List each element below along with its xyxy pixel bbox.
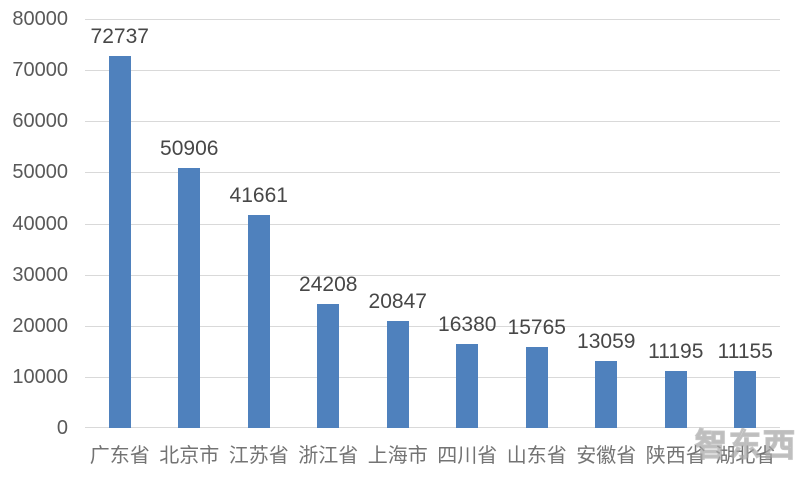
bar-广东省: [108, 56, 131, 428]
x-axis-category-label: 安徽省: [576, 445, 637, 467]
gridline: [85, 172, 780, 173]
x-axis-category-label: 江苏省: [228, 445, 289, 467]
gridline: [85, 70, 780, 71]
bar-value-label: 15765: [507, 316, 566, 339]
gridline: [85, 326, 780, 327]
x-axis-category-label: 广东省: [89, 445, 150, 467]
bar-value-label: 20847: [368, 290, 427, 313]
y-axis-tick-label: 80000: [12, 8, 68, 30]
y-axis-tick-label: 20000: [12, 314, 68, 337]
bar-column: 13059: [572, 19, 642, 428]
x-axis-category-label: 浙江省: [298, 445, 359, 467]
bar-column: 11155: [711, 19, 781, 428]
y-axis-tick-label: 60000: [12, 110, 68, 133]
bar-江苏省: [247, 215, 270, 428]
bar-浙江省: [317, 304, 340, 428]
bar-安徽省: [595, 361, 618, 428]
y-axis-tick-label: 0: [56, 417, 68, 439]
gridline: [85, 275, 780, 276]
bar-value-label: 24208: [299, 273, 358, 296]
bar-column: 20847: [363, 19, 433, 428]
gridline: [85, 19, 780, 20]
x-axis-category-label: 四川省: [437, 445, 498, 467]
bar-北京市: [178, 168, 201, 428]
bar-value-label: 11195: [648, 340, 704, 363]
bar-column: 11195: [641, 19, 711, 428]
bar-value-label: 50906: [160, 137, 219, 160]
gridline: [85, 427, 780, 428]
bar-column: 16380: [433, 19, 503, 428]
bar-column: 50906: [155, 19, 225, 428]
y-axis-tick-label: 70000: [12, 59, 68, 82]
bar-山东省: [525, 347, 548, 428]
x-axis-category-label: 湖北省: [715, 445, 776, 467]
watermark-logo: 智东西: [694, 426, 798, 463]
gridline: [85, 121, 780, 122]
bar-column: 24208: [294, 19, 364, 428]
gridline: [85, 224, 780, 225]
bar-上海市: [386, 321, 409, 428]
y-axis-tick-label: 40000: [12, 212, 68, 235]
x-axis-category-label: 北京市: [159, 445, 220, 467]
bar-value-label: 72737: [90, 25, 149, 48]
x-axis-category-label: 上海市: [367, 445, 428, 467]
bar-value-label: 13059: [577, 330, 636, 353]
bar-value-label: 16380: [438, 313, 497, 336]
plot-area: 72737 50906 41661 24208 20847 16380 15765 13059…: [85, 19, 780, 428]
y-axis-tick-label: 30000: [12, 263, 68, 286]
bar-column: 15765: [502, 19, 572, 428]
y-axis-tick-label: 10000: [12, 365, 68, 388]
bar-value-label: 41661: [229, 184, 288, 207]
bar-湖北省: [734, 371, 757, 428]
x-axis-category-label: 陕西省: [645, 445, 706, 467]
bar-value-label: 11155: [717, 340, 773, 363]
gridline: [85, 377, 780, 378]
y-axis-tick-label: 50000: [12, 161, 68, 184]
bar-column: 72737: [85, 19, 155, 428]
bar-陕西省: [664, 371, 687, 428]
bar-四川省: [456, 344, 479, 428]
x-axis-category-label: 山东省: [506, 445, 567, 467]
bar-column: 41661: [224, 19, 294, 428]
